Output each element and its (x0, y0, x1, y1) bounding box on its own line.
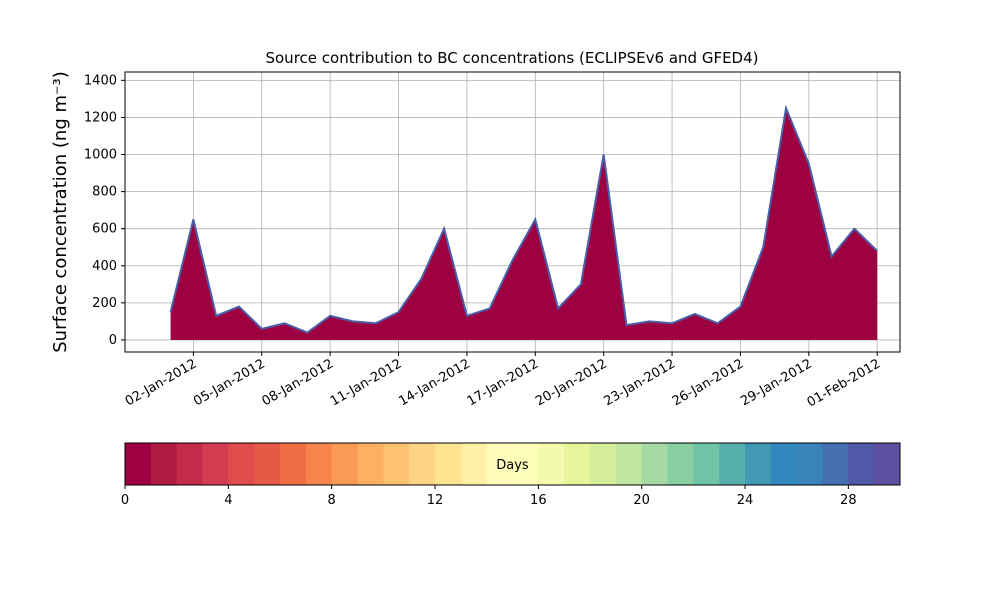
colorbar-cell (667, 443, 694, 485)
colorbar-frame (124, 442, 901, 486)
x-tick-label: 20-Jan-2012 (533, 356, 610, 409)
colorbar-tick-label: 12 (427, 493, 444, 508)
colorbar-tick-label: 20 (633, 493, 650, 508)
colorbar-cell (874, 443, 901, 485)
colorbar-cell (202, 443, 229, 485)
colorbar-cell (641, 443, 668, 485)
colorbar-cell (693, 443, 720, 485)
colorbar-cell (305, 443, 333, 485)
colorbar-cell (615, 443, 643, 485)
x-tick-label: 08-Jan-2012 (260, 356, 337, 409)
y-tick-label: 1400 (84, 73, 117, 88)
colorbar-tick-label: 0 (121, 493, 129, 508)
colorbar-cell (331, 443, 358, 485)
colorbar-cell (125, 443, 152, 485)
colorbar-cell (745, 443, 772, 485)
colorbar-label: Days (496, 458, 529, 473)
y-tick-label: 1200 (84, 110, 117, 125)
chart-title: Source contribution to BC concentrations… (265, 49, 758, 67)
colorbar-cell (228, 443, 255, 485)
x-tick-label: 26-Jan-2012 (670, 356, 747, 409)
colorbar-tick-label: 16 (530, 493, 547, 508)
colorbar-cell (357, 443, 384, 485)
x-tick-label: 17-Jan-2012 (465, 356, 542, 409)
y-tick-label: 600 (92, 222, 117, 237)
colorbar-tick-label: 24 (737, 493, 754, 508)
colorbar-cell (512, 443, 539, 485)
colorbar-cell (176, 443, 203, 485)
colorbar-cell (460, 443, 488, 485)
x-tick-label: 01-Feb-2012 (805, 356, 884, 410)
plot-frame (124, 71, 901, 353)
colorbar-cell (848, 443, 875, 485)
colorbar-tick-label: 28 (840, 493, 857, 508)
x-tick-label: 11-Jan-2012 (328, 356, 405, 409)
line (169, 104, 878, 334)
colorbar-tick-label: 8 (328, 493, 336, 508)
colorbar-tick-label: 4 (224, 493, 232, 508)
x-tick-label: 02-Jan-2012 (123, 356, 200, 409)
colorbar-cell (770, 443, 798, 485)
x-tick-label: 23-Jan-2012 (601, 356, 678, 409)
y-tick-label: 0 (109, 333, 117, 348)
colorbar-cell (280, 443, 307, 485)
colorbar-cell (564, 443, 591, 485)
y-tick-label: 1000 (84, 148, 117, 163)
colorbar-cell (383, 443, 410, 485)
x-tick-label: 29-Jan-2012 (738, 356, 815, 409)
x-tick-label: 14-Jan-2012 (396, 356, 473, 409)
y-axis-label: Surface concentration (ng m⁻³) (50, 71, 71, 353)
colorbar-cell (590, 443, 617, 485)
x-tick-label: 05-Jan-2012 (191, 356, 268, 409)
y-tick-label: 400 (92, 259, 117, 274)
colorbar-cell (435, 443, 462, 485)
y-tick-label: 200 (92, 296, 117, 311)
colorbar-cell (409, 443, 436, 485)
colorbar-cell (796, 443, 823, 485)
colorbar-cell (150, 443, 178, 485)
colorbar-cell (822, 443, 849, 485)
colorbar-cell (719, 443, 746, 485)
colorbar-cell (254, 443, 281, 485)
area (170, 108, 878, 340)
colorbar-cell (486, 443, 513, 485)
y-tick-label: 800 (92, 185, 117, 200)
colorbar-cell (538, 443, 565, 485)
